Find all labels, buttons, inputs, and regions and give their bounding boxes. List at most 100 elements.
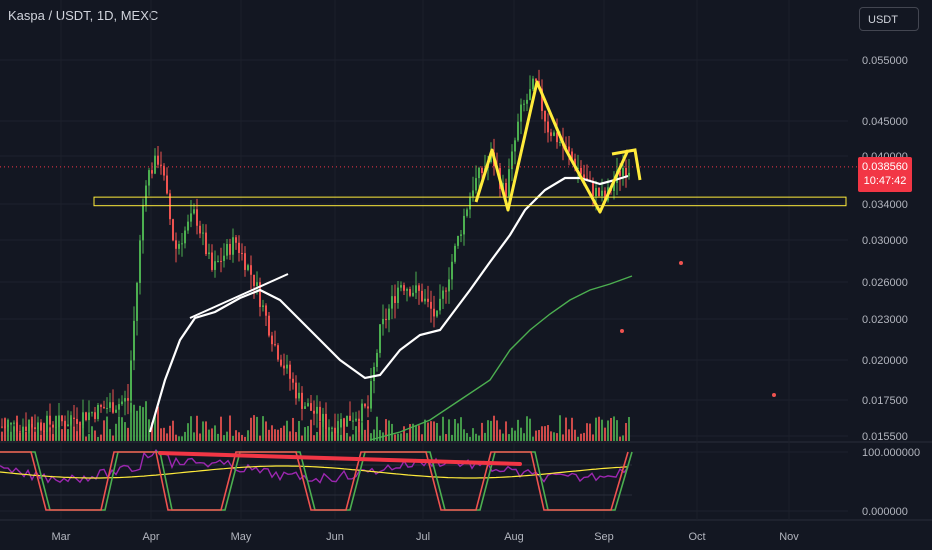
candle-body [241, 252, 243, 254]
volume-bar [292, 417, 294, 441]
candle-body [280, 359, 282, 366]
volume-bar [232, 435, 234, 441]
volume-bar [73, 426, 75, 441]
volume-bar [115, 423, 117, 441]
candle-body [7, 424, 9, 428]
volume-bar [400, 433, 402, 441]
candle-body [13, 422, 15, 424]
volume-bar [424, 419, 426, 441]
volume-bar [268, 429, 270, 441]
last-price-tag: 0.038560 10:47:42 [858, 157, 912, 192]
volume-bar [505, 421, 507, 441]
candle-body [214, 261, 216, 270]
symbol-title[interactable]: Kaspa / USDT, 1D, MEXC [8, 8, 159, 23]
candle-body [49, 415, 51, 425]
candle-body [451, 261, 453, 280]
candle-body [244, 253, 246, 270]
candle-body [70, 417, 72, 425]
volume-bar [196, 415, 198, 441]
volume-bar [625, 423, 627, 441]
candle-body [178, 244, 180, 249]
volume-bar [166, 433, 168, 441]
candle-body [556, 132, 558, 143]
volume-bar [412, 423, 414, 441]
candle-body [46, 415, 48, 433]
volume-bar [298, 420, 300, 441]
candle-body [559, 141, 561, 143]
volume-bar [175, 434, 177, 441]
candle-body [133, 320, 135, 361]
candle-body [142, 204, 144, 241]
volume-bar [178, 436, 180, 441]
candle-body [526, 99, 528, 104]
volume-bar [379, 430, 381, 441]
candle-body [154, 155, 156, 174]
volume-bar [277, 429, 279, 441]
volume-bar [415, 425, 417, 441]
volume-bar [526, 416, 528, 441]
price-axis-label: 0.034000 [862, 199, 908, 211]
volume-bar [478, 435, 480, 441]
candle-body [478, 167, 480, 179]
candle-body [361, 403, 363, 422]
candle-body [130, 360, 132, 401]
volume-bar [595, 417, 597, 441]
volume-bar [589, 423, 591, 441]
price-axis-label: 0.030000 [862, 235, 908, 247]
volume-bar [109, 429, 111, 441]
volume-bar [556, 433, 558, 441]
volume-bar [280, 427, 282, 441]
candle-body [427, 298, 429, 302]
currency-selector-button[interactable]: USDT [859, 7, 919, 31]
volume-bar [13, 426, 15, 441]
volume-bar [373, 429, 375, 441]
candle-body [61, 415, 63, 422]
candle-body [349, 415, 351, 421]
volume-bar [514, 430, 516, 441]
volume-bar [328, 427, 330, 441]
volume-bar [91, 426, 93, 441]
candle-body [340, 419, 342, 428]
volume-bar [529, 418, 531, 441]
candle-body [55, 427, 57, 429]
trend-line [189, 273, 289, 319]
candle-body [223, 255, 225, 261]
volume-bar [565, 417, 567, 441]
volume-bar [490, 420, 492, 441]
candle-body [622, 168, 624, 176]
candle-body [253, 274, 255, 286]
volume-bar [445, 434, 447, 441]
candle-body [40, 422, 42, 431]
volume-bar [367, 420, 369, 441]
volume-bar [151, 422, 153, 441]
divergence-line [158, 451, 522, 466]
volume-bar [451, 434, 453, 441]
candle-body [175, 240, 177, 249]
candle-body [238, 242, 240, 253]
candle-body [406, 289, 408, 291]
candle-body [229, 243, 231, 255]
candle-body [370, 381, 372, 409]
volume-bar [448, 419, 450, 441]
price-axis: 0.0550000.0450000.0400000.0340000.030000… [862, 55, 920, 518]
volume-bar [163, 427, 165, 441]
candle-body [403, 285, 405, 291]
volume-bar [211, 428, 213, 441]
candle-body [97, 404, 99, 419]
price-axis-label: 0.017500 [862, 395, 908, 407]
candle-body [19, 431, 21, 433]
candle-body [397, 287, 399, 303]
candle-body [271, 335, 273, 345]
candle-body [601, 190, 603, 196]
candle-body [382, 318, 384, 325]
candle-body [394, 296, 396, 303]
volume-bar [499, 429, 501, 441]
volume-bar [355, 426, 357, 441]
candle-body [274, 344, 276, 346]
volume-bar [427, 422, 429, 441]
oscillator-axis-label: 0.000000 [862, 506, 908, 518]
candle-body [283, 365, 285, 369]
volume-bar [622, 435, 624, 441]
candle-body [628, 172, 630, 177]
